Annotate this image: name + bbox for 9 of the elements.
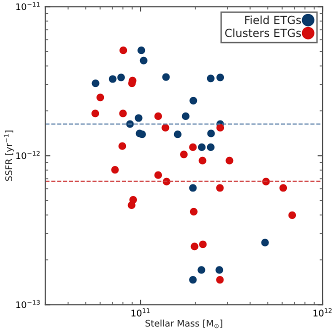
x-axis-title: Stellar Mass [M$_{⊙}$] <box>146 320 222 328</box>
legend-label: Field ETGs <box>245 16 301 24</box>
y-tick-label: 10$^{−11}$ <box>16 2 40 10</box>
y-tick-label: 10$^{−12}$ <box>16 150 40 160</box>
legend-label: Clusters ETGs <box>225 28 301 38</box>
y-axis-title: SSFR [yr$^{−1}$] <box>4 130 14 181</box>
y-tick-label: 10$^{−13}$ <box>16 300 40 308</box>
x-tick-label: 10$^{11}$ <box>132 308 150 316</box>
x-tick-label: 10$^{12}$ <box>314 308 332 316</box>
